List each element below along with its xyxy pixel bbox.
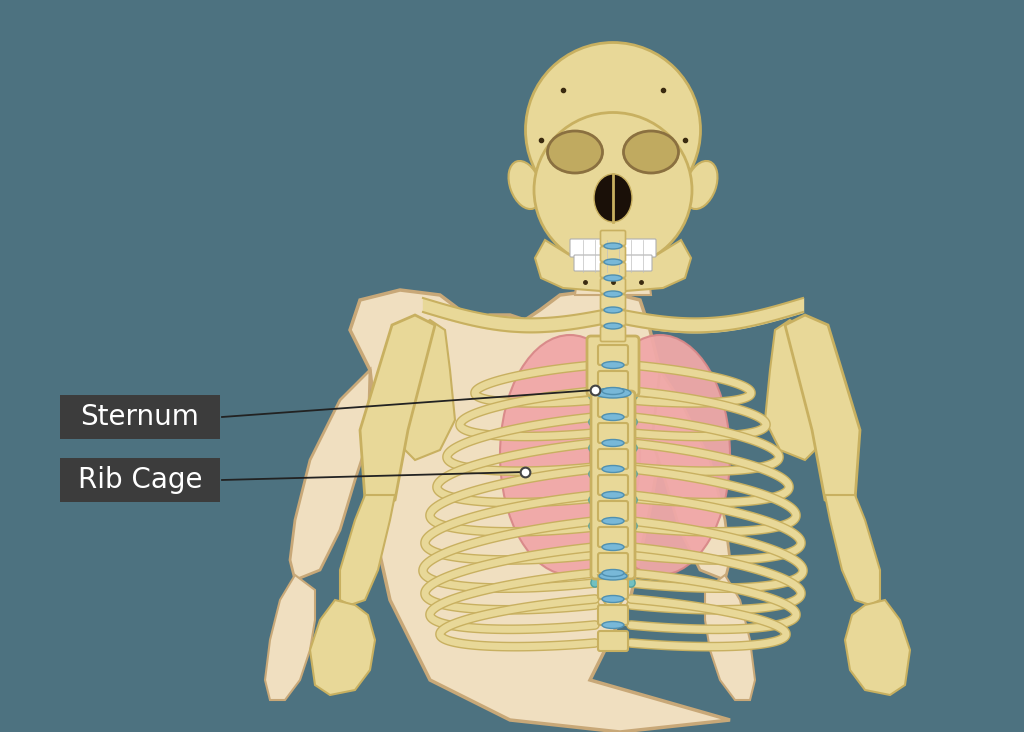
Ellipse shape [604, 243, 622, 249]
FancyBboxPatch shape [574, 255, 652, 271]
Ellipse shape [602, 387, 624, 395]
FancyBboxPatch shape [600, 231, 626, 245]
Ellipse shape [602, 596, 624, 602]
FancyBboxPatch shape [598, 397, 628, 417]
FancyBboxPatch shape [591, 391, 635, 579]
FancyBboxPatch shape [598, 579, 628, 599]
Ellipse shape [525, 42, 700, 217]
Text: Rib Cage: Rib Cage [78, 466, 203, 494]
FancyBboxPatch shape [598, 423, 628, 443]
Ellipse shape [624, 131, 679, 173]
Ellipse shape [602, 518, 624, 525]
Ellipse shape [602, 569, 624, 577]
Polygon shape [265, 575, 315, 700]
Ellipse shape [602, 439, 624, 447]
FancyBboxPatch shape [60, 458, 220, 502]
Polygon shape [765, 320, 830, 460]
FancyBboxPatch shape [600, 263, 626, 277]
Ellipse shape [602, 491, 624, 498]
FancyBboxPatch shape [598, 475, 628, 495]
Polygon shape [535, 240, 691, 292]
Ellipse shape [534, 113, 692, 267]
FancyBboxPatch shape [598, 345, 628, 365]
FancyBboxPatch shape [598, 553, 628, 573]
Ellipse shape [602, 466, 624, 472]
Ellipse shape [604, 259, 622, 265]
Polygon shape [705, 575, 755, 700]
Ellipse shape [602, 621, 624, 629]
Polygon shape [290, 370, 370, 580]
FancyBboxPatch shape [598, 449, 628, 469]
FancyBboxPatch shape [587, 336, 639, 396]
Ellipse shape [590, 335, 730, 575]
Ellipse shape [500, 335, 640, 575]
FancyBboxPatch shape [570, 239, 656, 257]
Ellipse shape [602, 362, 624, 368]
Ellipse shape [599, 572, 627, 580]
FancyBboxPatch shape [598, 631, 628, 651]
FancyBboxPatch shape [600, 247, 626, 261]
Ellipse shape [602, 414, 624, 420]
Polygon shape [652, 370, 730, 580]
Ellipse shape [595, 388, 631, 398]
Ellipse shape [594, 174, 632, 222]
Ellipse shape [684, 161, 718, 209]
FancyBboxPatch shape [598, 605, 628, 625]
FancyBboxPatch shape [60, 395, 220, 439]
Polygon shape [785, 315, 860, 510]
Ellipse shape [602, 543, 624, 550]
Ellipse shape [604, 291, 622, 297]
FancyBboxPatch shape [600, 278, 626, 294]
Polygon shape [825, 495, 880, 605]
Ellipse shape [509, 161, 542, 209]
FancyBboxPatch shape [598, 527, 628, 547]
Ellipse shape [604, 307, 622, 313]
Polygon shape [845, 600, 910, 695]
Polygon shape [310, 600, 375, 695]
Polygon shape [340, 495, 395, 605]
Polygon shape [598, 575, 628, 615]
Polygon shape [575, 228, 651, 295]
FancyBboxPatch shape [600, 310, 626, 326]
Text: Sternum: Sternum [81, 403, 200, 431]
Ellipse shape [548, 131, 602, 173]
Ellipse shape [604, 275, 622, 281]
FancyBboxPatch shape [600, 294, 626, 310]
Polygon shape [390, 320, 455, 460]
FancyBboxPatch shape [598, 501, 628, 521]
FancyBboxPatch shape [600, 326, 626, 342]
FancyBboxPatch shape [598, 371, 628, 391]
Polygon shape [350, 290, 730, 732]
Ellipse shape [604, 323, 622, 329]
Polygon shape [360, 315, 435, 510]
